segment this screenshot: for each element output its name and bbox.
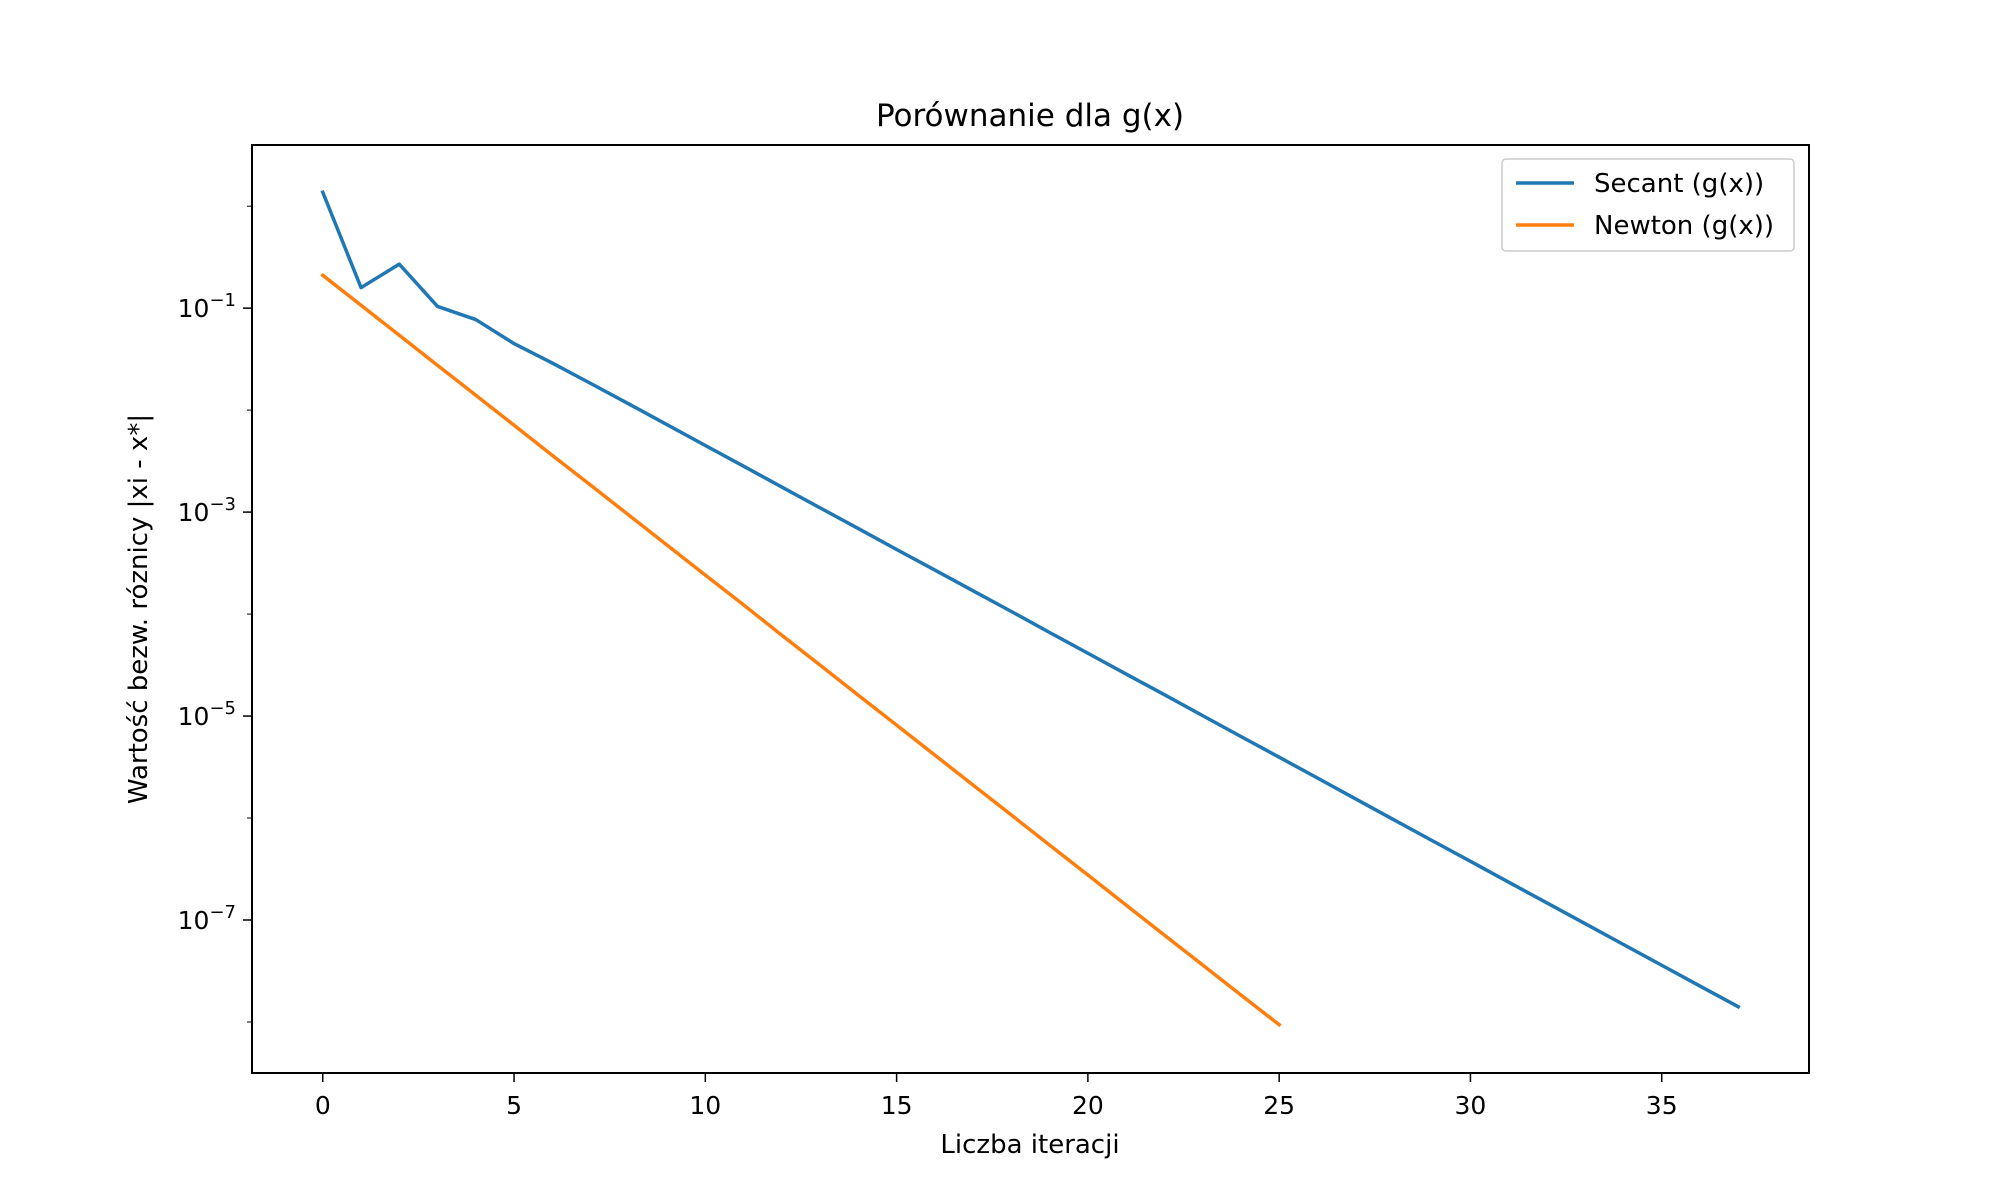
y-tick-label: 10−7: [178, 902, 236, 935]
x-tick-label: 10: [689, 1091, 721, 1120]
legend: Secant (g(x)) Newton (g(x)): [1501, 158, 1795, 252]
x-tick-label: 0: [315, 1091, 331, 1120]
x-tick-label: 20: [1072, 1091, 1104, 1120]
y-axis-label: Wartość bezw. róznicy |xi - x*|: [124, 414, 154, 804]
x-tick-label: 25: [1263, 1091, 1295, 1120]
y-tick-label: 10−3: [178, 494, 236, 527]
x-axis-label: Liczba iteracji: [940, 1130, 1119, 1160]
y-tick-label: 10−1: [178, 290, 236, 323]
x-tick-label: 35: [1646, 1091, 1678, 1120]
plot-frame: [251, 144, 1810, 1074]
series-line-1: [320, 272, 1282, 1028]
x-tick-label: 30: [1455, 1091, 1487, 1120]
plot-lines: [320, 189, 1741, 1028]
x-tick-label: 15: [881, 1091, 913, 1120]
y-tick-label: 10−5: [178, 698, 236, 731]
legend-label-0: Secant (g(x)): [1594, 169, 1764, 199]
series-line-0: [320, 189, 1741, 1010]
x-axis-ticks: 0 5 10 15 20 25 30 35: [315, 1073, 1678, 1120]
chart-title: Porównanie dla g(x): [876, 98, 1184, 134]
x-tick-label: 5: [506, 1091, 522, 1120]
legend-box: [1501, 158, 1795, 252]
legend-label-1: Newton (g(x)): [1594, 211, 1774, 241]
y-axis-ticks: 10−1 10−3 10−5 10−7: [178, 205, 252, 1023]
